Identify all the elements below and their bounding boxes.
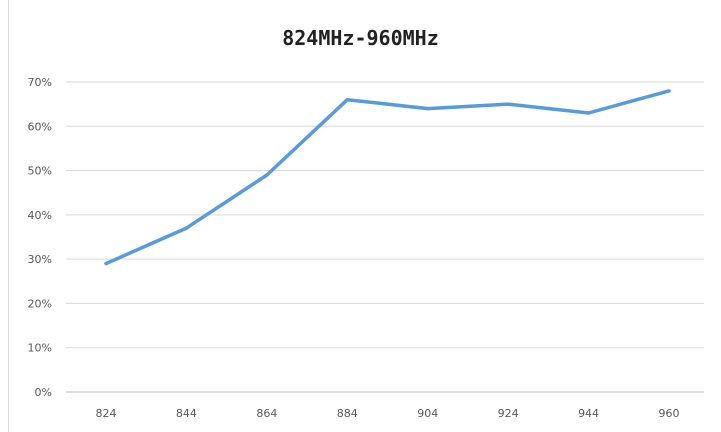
y-tick-label: 0% xyxy=(35,386,52,399)
x-tick-label: 924 xyxy=(498,407,519,420)
x-tick-label: 864 xyxy=(256,407,277,420)
y-tick-label: 40% xyxy=(28,209,52,222)
x-tick-label: 824 xyxy=(96,407,117,420)
series-line xyxy=(104,89,671,266)
x-tick-label: 884 xyxy=(337,407,358,420)
data-point xyxy=(506,102,510,106)
chart-title: 824MHz-960MHz xyxy=(282,26,439,50)
data-point xyxy=(667,89,671,93)
x-tick-label: 844 xyxy=(176,407,197,420)
x-tick-labels: 824 844 864 884 904 924 944 960 xyxy=(96,407,680,420)
y-tick-label: 30% xyxy=(28,253,52,266)
data-point xyxy=(426,107,430,111)
x-tick-label: 904 xyxy=(417,407,438,420)
y-tick-label: 20% xyxy=(28,297,52,310)
data-point xyxy=(587,111,591,115)
x-tick-label: 960 xyxy=(659,407,680,420)
y-tick-label: 10% xyxy=(28,342,52,355)
y-tick-label: 70% xyxy=(28,76,52,89)
data-point xyxy=(265,173,269,177)
data-point xyxy=(184,226,188,230)
gridlines xyxy=(66,81,704,349)
frame-border xyxy=(8,0,9,432)
x-tick-label: 944 xyxy=(578,407,599,420)
y-tick-label: 60% xyxy=(28,120,52,133)
data-point xyxy=(345,98,349,102)
series-layer xyxy=(104,89,671,266)
y-tick-label: 50% xyxy=(28,165,52,178)
y-tick-labels: 0% 10% 20% 30% 40% 50% 60% 70% xyxy=(28,76,52,399)
data-point xyxy=(104,262,108,266)
